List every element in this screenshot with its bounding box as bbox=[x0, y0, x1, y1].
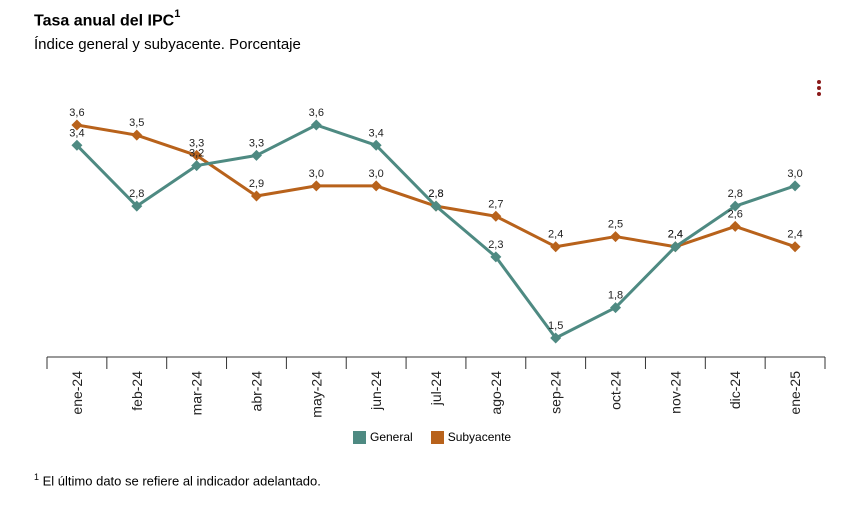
data-label-subyacente: 3,3 bbox=[189, 137, 204, 149]
series-line-subyacente bbox=[76, 123, 796, 249]
data-label-general: 2,8 bbox=[428, 188, 443, 200]
x-tick-label: oct-24 bbox=[608, 371, 624, 410]
vertical-dots-icon[interactable] bbox=[815, 80, 823, 100]
data-label-subyacente: 2,5 bbox=[608, 219, 623, 231]
data-label-general: 2,8 bbox=[129, 188, 144, 200]
title-note-marker: 1 bbox=[174, 8, 181, 20]
data-point-general[interactable] bbox=[490, 251, 502, 263]
footnote-marker: 1 bbox=[34, 472, 40, 482]
data-point-subyacente[interactable] bbox=[490, 210, 502, 222]
data-label-general: 3,4 bbox=[69, 127, 84, 139]
data-point-subyacente[interactable] bbox=[729, 220, 741, 232]
x-tick-label: jun-24 bbox=[368, 371, 384, 411]
chart-subtitle: Índice general y subyacente. Porcentaje bbox=[34, 36, 301, 53]
footnote-text: El último dato se refiere al indicador a… bbox=[42, 473, 321, 489]
data-label-general: 2,8 bbox=[728, 188, 743, 200]
data-label-subyacente: 3,0 bbox=[309, 168, 324, 180]
legend-item-subyacente[interactable]: Subyacente bbox=[430, 430, 512, 444]
data-label-subyacente: 2,8 bbox=[428, 188, 443, 200]
x-tick-label: sep-24 bbox=[548, 371, 564, 414]
series-line-general bbox=[75, 123, 796, 340]
data-point-subyacente[interactable] bbox=[191, 149, 203, 161]
x-tick-label: mar-24 bbox=[189, 371, 205, 416]
x-tick-label: ene-25 bbox=[787, 371, 803, 415]
data-point-subyacente[interactable] bbox=[71, 119, 83, 131]
data-point-subyacente[interactable] bbox=[131, 129, 143, 141]
data-point-subyacente[interactable] bbox=[610, 231, 622, 243]
data-label-subyacente: 3,5 bbox=[129, 117, 144, 129]
legend-swatch-general bbox=[353, 430, 366, 444]
x-tick-label: may-24 bbox=[308, 371, 324, 418]
chart-legend: General Subyacente bbox=[353, 430, 511, 444]
x-tick-label: ene-24 bbox=[69, 371, 85, 415]
data-label-subyacente: 2,7 bbox=[488, 198, 503, 210]
line-chart: ene-24 feb-24 mar-24 abr-24 may-24 jun-24 jul-… bbox=[46, 107, 826, 418]
data-point-subyacente[interactable] bbox=[370, 180, 382, 192]
x-tick-label: ago-24 bbox=[488, 371, 504, 415]
data-label-general: 2,4 bbox=[668, 229, 683, 241]
data-label-subyacente: 3,0 bbox=[369, 168, 384, 180]
data-label-subyacente: 2,4 bbox=[668, 229, 683, 241]
data-point-general[interactable] bbox=[191, 160, 203, 172]
data-point-general[interactable] bbox=[729, 200, 741, 212]
x-tick-label: abr-24 bbox=[248, 371, 264, 412]
data-label-general: 3,2 bbox=[189, 148, 204, 160]
data-point-subyacente[interactable] bbox=[310, 180, 322, 192]
data-point-general[interactable] bbox=[550, 332, 562, 344]
data-label-subyacente: 2,4 bbox=[548, 229, 563, 241]
x-tick-label: jul-24 bbox=[428, 371, 444, 406]
x-tick-label: feb-24 bbox=[129, 371, 145, 411]
data-point-subyacente[interactable] bbox=[250, 190, 262, 202]
data-label-subyacente: 2,4 bbox=[787, 229, 802, 241]
data-point-subyacente[interactable] bbox=[789, 241, 801, 253]
chart-title: Tasa anual del IPC1 bbox=[34, 8, 181, 30]
data-point-general[interactable] bbox=[610, 302, 622, 314]
data-point-general[interactable] bbox=[370, 139, 382, 151]
data-label-subyacente: 2,9 bbox=[249, 178, 264, 190]
data-label-general: 3,3 bbox=[249, 137, 264, 149]
data-label-subyacente: 3,6 bbox=[69, 107, 84, 119]
data-point-general[interactable] bbox=[131, 200, 143, 212]
legend-swatch-subyacente bbox=[430, 430, 444, 444]
legend-label-subyacente: Subyacente bbox=[447, 430, 512, 444]
x-tick-label: nov-24 bbox=[667, 371, 683, 414]
data-point-general[interactable] bbox=[250, 149, 262, 161]
data-label-general: 1,5 bbox=[548, 320, 563, 332]
data-label-general: 3,0 bbox=[787, 168, 802, 180]
footnote: 1 El último dato se refiere al indicador… bbox=[34, 472, 321, 488]
data-label-subyacente: 2,6 bbox=[728, 208, 743, 220]
data-point-general[interactable] bbox=[71, 139, 83, 151]
legend-item-general[interactable]: General bbox=[353, 430, 413, 444]
data-point-general[interactable] bbox=[789, 180, 801, 192]
legend-label-general: General bbox=[370, 430, 413, 444]
data-point-subyacente[interactable] bbox=[550, 241, 562, 253]
data-point-general[interactable] bbox=[430, 200, 442, 212]
data-label-general: 3,6 bbox=[309, 107, 324, 119]
data-point-general[interactable] bbox=[310, 119, 322, 131]
data-point-general[interactable] bbox=[669, 241, 681, 253]
data-label-general: 1,8 bbox=[608, 290, 623, 302]
data-label-general: 3,4 bbox=[369, 127, 384, 139]
data-label-general: 2,3 bbox=[488, 239, 503, 251]
x-tick-label: dic-24 bbox=[727, 371, 743, 409]
